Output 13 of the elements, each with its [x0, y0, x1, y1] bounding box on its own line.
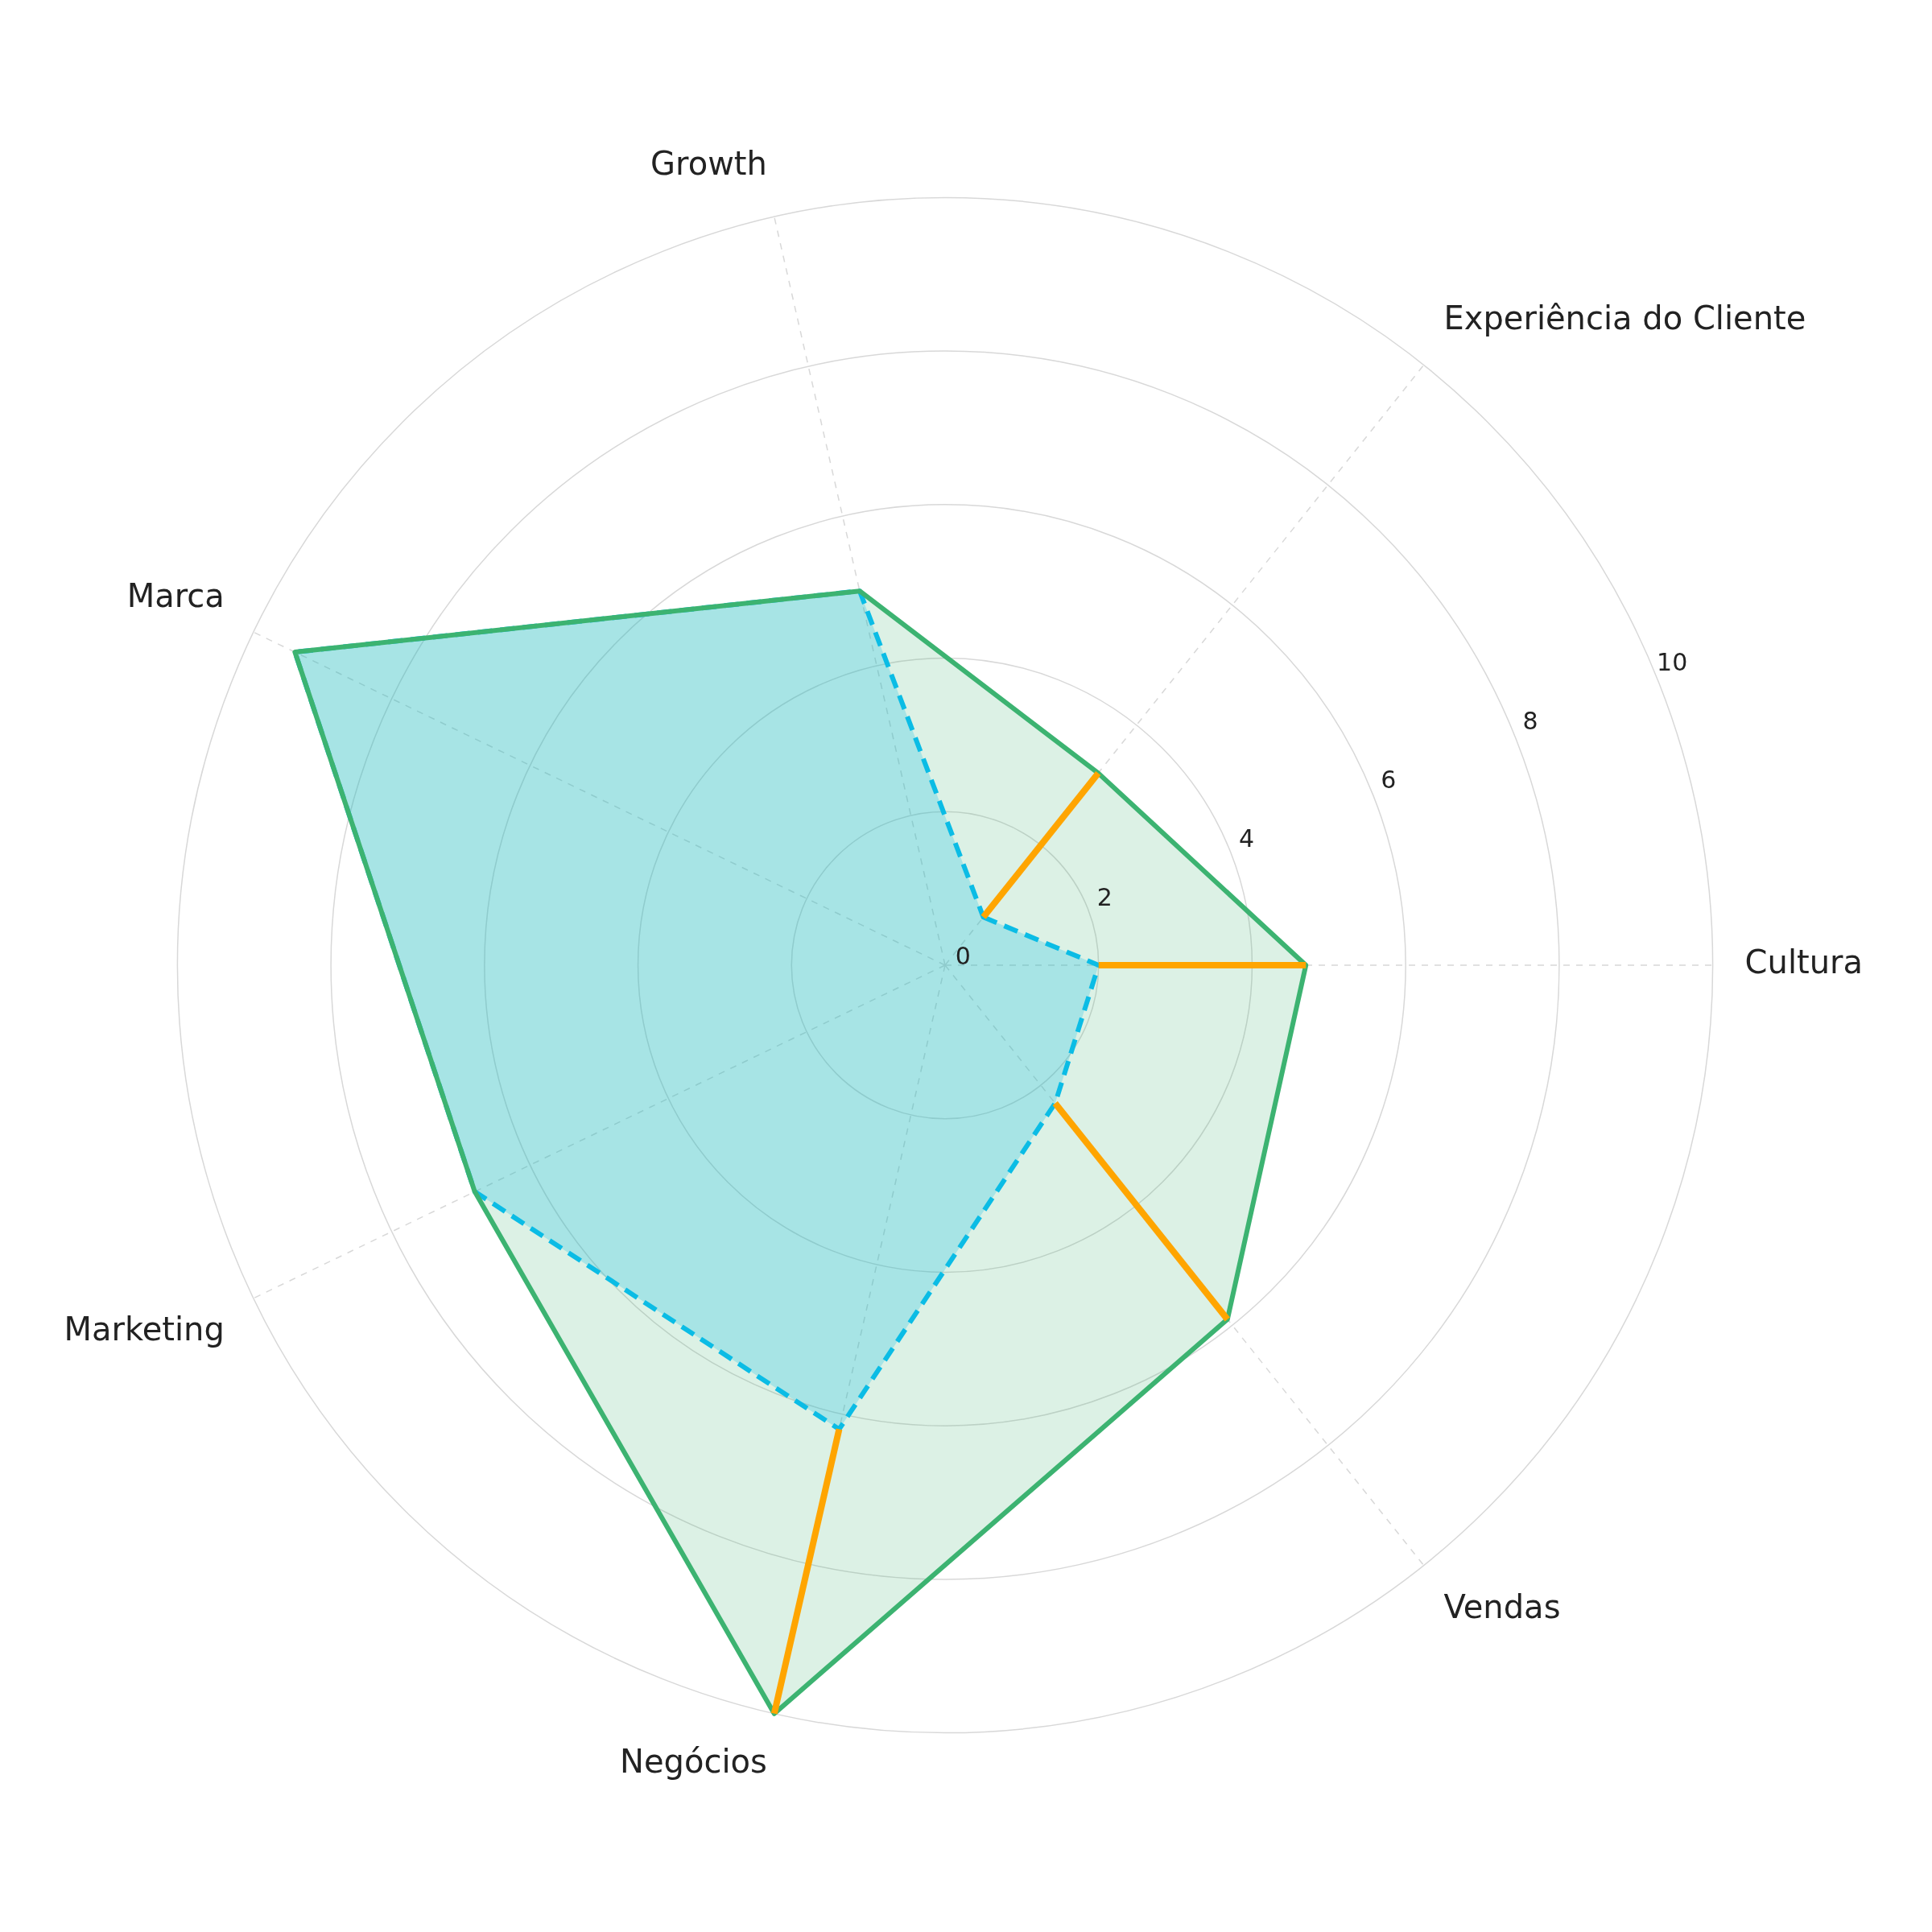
- y-tick-label: 0: [955, 941, 971, 970]
- y-tick-label: 6: [1381, 765, 1397, 794]
- spoke-label: Cultura: [1744, 943, 1863, 981]
- y-tick-label: 4: [1239, 824, 1255, 852]
- spoke-label: Growth: [650, 144, 767, 182]
- spoke-label: Marca: [126, 577, 225, 615]
- y-tick-label: 8: [1522, 706, 1538, 735]
- spoke-label: Experiência do Cliente: [1443, 299, 1806, 336]
- y-tick-label: 2: [1096, 882, 1113, 911]
- y-tick-label: 10: [1657, 647, 1688, 676]
- spoke-label: Marketing: [64, 1310, 225, 1348]
- spoke-label: Vendas: [1443, 1588, 1561, 1626]
- spoke-label: Negócios: [620, 1743, 767, 1781]
